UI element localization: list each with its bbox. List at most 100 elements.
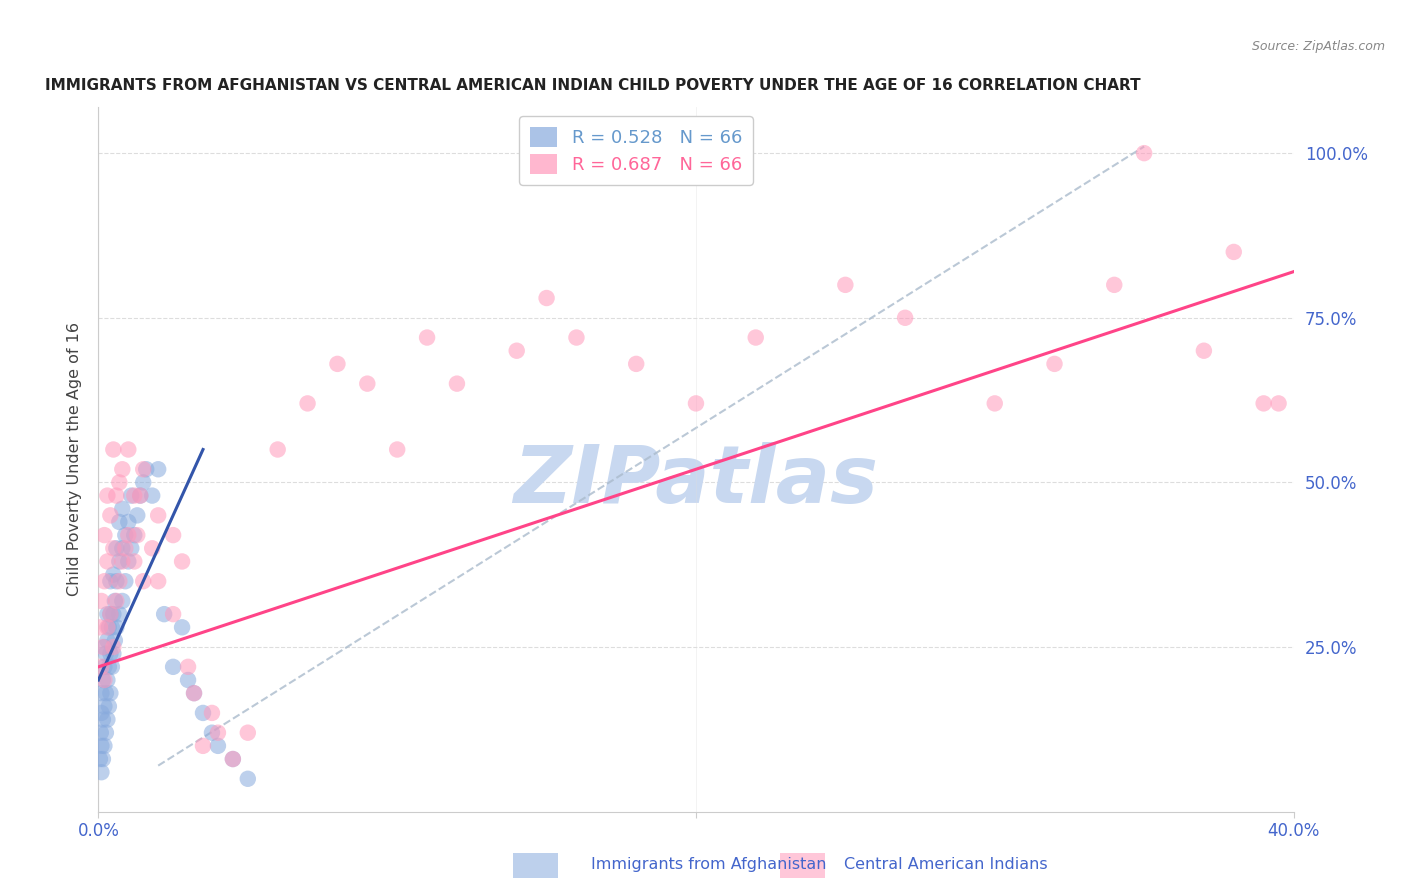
Point bbox=[93, 574, 115, 589]
Point bbox=[98, 686, 122, 700]
Point bbox=[98, 574, 122, 589]
Point bbox=[565, 330, 588, 344]
Point bbox=[111, 554, 134, 568]
Point bbox=[148, 574, 170, 589]
Point bbox=[201, 725, 224, 739]
Point bbox=[94, 647, 117, 661]
Point bbox=[446, 376, 468, 391]
Point bbox=[162, 660, 184, 674]
Point bbox=[104, 633, 127, 648]
Point bbox=[222, 752, 245, 766]
Point bbox=[93, 739, 115, 753]
Point bbox=[90, 686, 112, 700]
Point bbox=[162, 528, 184, 542]
Point bbox=[162, 607, 184, 622]
Point bbox=[124, 554, 146, 568]
Point bbox=[984, 396, 1007, 410]
Point bbox=[626, 357, 648, 371]
Point bbox=[129, 489, 152, 503]
Point bbox=[101, 620, 124, 634]
Point bbox=[356, 376, 378, 391]
Point bbox=[201, 706, 224, 720]
Point bbox=[207, 739, 229, 753]
Point bbox=[120, 489, 142, 503]
Point bbox=[105, 594, 128, 608]
Point bbox=[127, 528, 149, 542]
Point bbox=[96, 673, 118, 687]
Point bbox=[745, 330, 768, 344]
Point bbox=[111, 462, 134, 476]
Point bbox=[1043, 357, 1066, 371]
Point bbox=[416, 330, 439, 344]
Point bbox=[90, 739, 112, 753]
Text: Central American Indians: Central American Indians bbox=[844, 857, 1047, 872]
Point bbox=[114, 574, 136, 589]
Point bbox=[96, 633, 118, 648]
Point bbox=[111, 501, 134, 516]
Point bbox=[98, 607, 122, 622]
Point bbox=[141, 489, 163, 503]
Point bbox=[108, 475, 131, 490]
Point bbox=[117, 515, 139, 529]
Point bbox=[96, 620, 118, 634]
Point bbox=[129, 489, 152, 503]
Point bbox=[117, 528, 139, 542]
Point bbox=[108, 554, 131, 568]
Point bbox=[103, 607, 125, 622]
Legend: R = 0.528   N = 66, R = 0.687   N = 66: R = 0.528 N = 66, R = 0.687 N = 66 bbox=[519, 116, 754, 185]
Point bbox=[103, 567, 125, 582]
Point bbox=[105, 620, 128, 634]
Point bbox=[96, 489, 118, 503]
Point bbox=[120, 541, 142, 556]
Point bbox=[93, 640, 115, 654]
Point bbox=[236, 725, 259, 739]
Point bbox=[1253, 396, 1275, 410]
Point bbox=[536, 291, 558, 305]
Point bbox=[117, 442, 139, 457]
Point bbox=[98, 508, 122, 523]
Point bbox=[222, 752, 245, 766]
Point bbox=[103, 442, 125, 457]
Point bbox=[1223, 244, 1246, 259]
Point bbox=[93, 673, 115, 687]
Point bbox=[177, 673, 200, 687]
Point bbox=[191, 739, 214, 753]
Point bbox=[685, 396, 707, 410]
Point bbox=[89, 752, 111, 766]
Point bbox=[90, 660, 112, 674]
Point bbox=[834, 277, 856, 292]
Point bbox=[96, 713, 118, 727]
Point bbox=[98, 647, 122, 661]
Point bbox=[506, 343, 529, 358]
Point bbox=[91, 713, 114, 727]
Point bbox=[1267, 396, 1289, 410]
Point bbox=[183, 686, 205, 700]
Point bbox=[97, 660, 120, 674]
Point bbox=[267, 442, 290, 457]
Point bbox=[98, 607, 122, 622]
Point bbox=[93, 699, 115, 714]
Point bbox=[104, 594, 127, 608]
Point bbox=[1192, 343, 1215, 358]
Point bbox=[108, 574, 131, 589]
Point bbox=[111, 594, 134, 608]
Point bbox=[91, 752, 114, 766]
Point bbox=[326, 357, 349, 371]
Point bbox=[96, 607, 118, 622]
Point bbox=[1133, 146, 1156, 161]
Point bbox=[93, 660, 115, 674]
Point bbox=[132, 462, 155, 476]
Point bbox=[111, 541, 134, 556]
Point bbox=[124, 489, 146, 503]
Point bbox=[385, 442, 409, 457]
Point bbox=[105, 574, 128, 589]
Point bbox=[1104, 277, 1126, 292]
Point bbox=[91, 673, 114, 687]
Point bbox=[108, 607, 131, 622]
Point bbox=[148, 462, 170, 476]
Point bbox=[103, 647, 125, 661]
Point bbox=[97, 620, 120, 634]
Point bbox=[94, 725, 117, 739]
Point bbox=[90, 765, 112, 780]
Y-axis label: Child Poverty Under the Age of 16: Child Poverty Under the Age of 16 bbox=[67, 322, 83, 597]
